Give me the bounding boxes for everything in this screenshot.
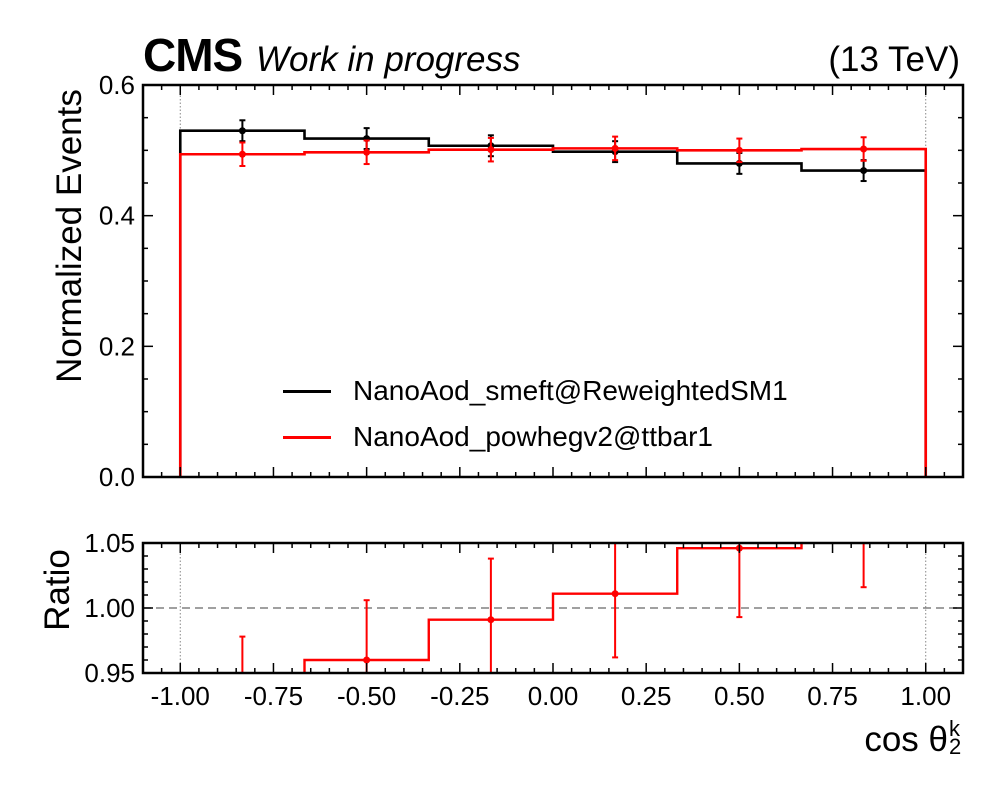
- ratio-point: [860, 512, 867, 519]
- x-tick-label: -0.25: [430, 681, 489, 711]
- legend-label-smeft: NanoAod_smeft@ReweightedSM1: [353, 375, 788, 406]
- x-tick-label: -0.75: [244, 681, 303, 711]
- x-tick-label: -0.50: [337, 681, 396, 711]
- data-point: [363, 148, 371, 156]
- x-axis-label-sup: k: [949, 716, 960, 741]
- x-tick-label: 1.00: [900, 681, 951, 711]
- ratio-y-axis-label: Ratio: [38, 549, 77, 631]
- ratio-point: [611, 590, 619, 598]
- data-point: [238, 127, 246, 135]
- ratio-y-tick-label: 1.00: [84, 593, 135, 623]
- x-tick-label: 0.00: [528, 681, 579, 711]
- data-point: [238, 150, 246, 158]
- main-panel-ticks: 0.0 0.2 0.4 0.6: [99, 70, 963, 492]
- data-point: [487, 146, 495, 154]
- legend-label-powheg: NanoAod_powhegv2@ttbar1: [353, 421, 714, 452]
- ratio-line: [303, 543, 803, 673]
- experiment-label: CMS: [143, 29, 243, 81]
- x-tick-label: 0.50: [714, 681, 765, 711]
- x-axis-label-sub: 2: [949, 734, 962, 759]
- legend-swatch-powheg: [283, 435, 331, 439]
- data-point: [860, 167, 868, 175]
- data-point: [735, 146, 743, 154]
- x-axis-label-text: cos θ: [864, 720, 948, 759]
- x-tick-label: 0.75: [807, 681, 858, 711]
- main-panel: 0.0 0.2 0.4 0.6: [99, 70, 965, 492]
- y-tick-label: 0.0: [99, 462, 135, 492]
- legend-item-powheg: NanoAod_powhegv2@ttbar1: [283, 414, 788, 460]
- ratio-y-tick-label: 1.05: [84, 528, 135, 558]
- ratio-point: [363, 656, 371, 664]
- y-tick-label: 0.6: [99, 70, 135, 100]
- main-y-axis-label: Normalized Events: [50, 89, 89, 383]
- legend: NanoAod_smeft@ReweightedSM1 NanoAod_powh…: [283, 368, 788, 460]
- y-tick-label: 0.4: [99, 201, 135, 231]
- x-tick-label: -1.00: [151, 681, 210, 711]
- histogram-series: [178, 129, 928, 477]
- error-bars: [238, 119, 868, 183]
- x-tick-label: 0.25: [621, 681, 672, 711]
- ratio-panel: -1.00 -0.75 -0.50 -0.25 0.00 0.25 0.50 0.75 1.00…: [84, 512, 965, 711]
- ratio-panel-ticks: -1.00 -0.75 -0.50 -0.25 0.00 0.25 0.50 0.75 1.00…: [84, 528, 963, 711]
- ratio-histogram: [303, 543, 803, 673]
- ratio-point: [487, 616, 495, 624]
- ratio-y-tick-label: 0.95: [84, 658, 135, 688]
- legend-swatch-smeft: [283, 389, 331, 393]
- series-line-1: [178, 147, 928, 477]
- legend-item-smeft: NanoAod_smeft@ReweightedSM1: [283, 368, 788, 414]
- data-point: [860, 145, 868, 153]
- y-tick-label: 0.2: [99, 331, 135, 361]
- status-label: Work in progress: [256, 40, 521, 79]
- data-point: [611, 144, 619, 152]
- energy-label: (13 TeV): [828, 40, 960, 79]
